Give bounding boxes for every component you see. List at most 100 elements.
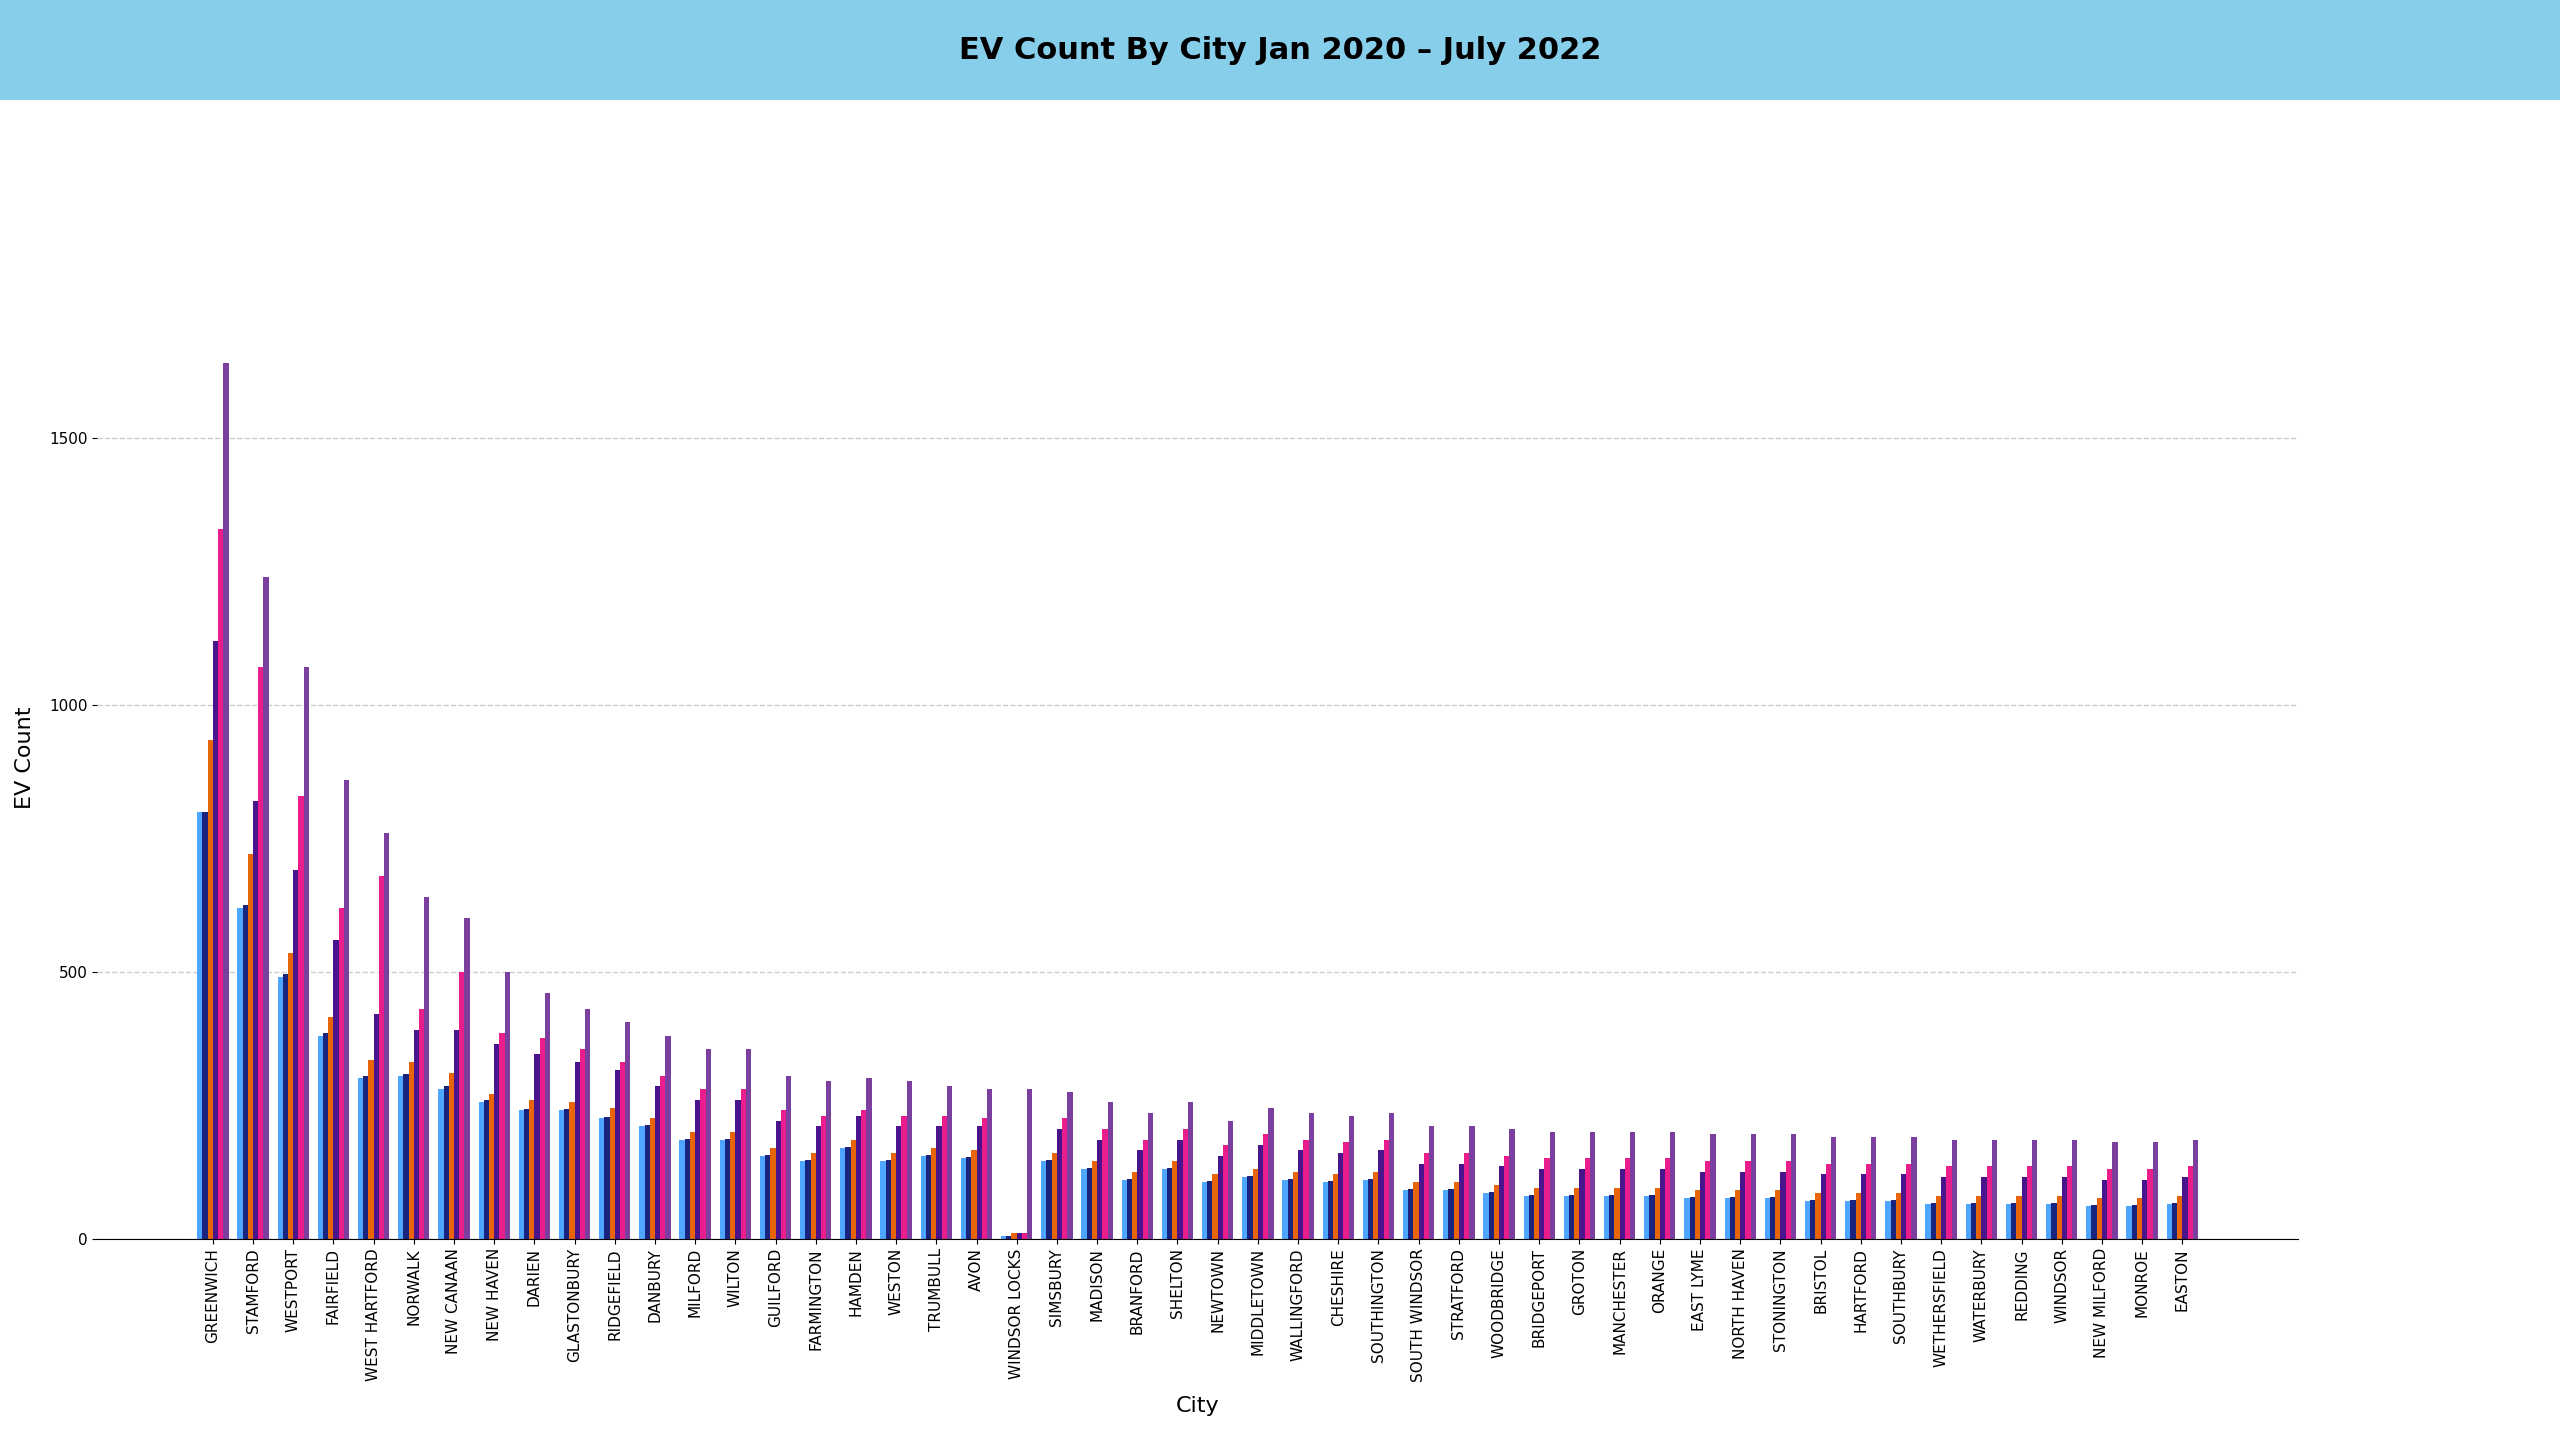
Bar [1344, 1142, 1349, 1238]
Bar [1334, 1175, 1339, 1238]
Bar [1981, 1178, 1987, 1238]
Bar [463, 919, 468, 1238]
Y-axis label: EV Count: EV Count [15, 707, 36, 810]
Bar [840, 1148, 845, 1238]
Bar [1951, 1139, 1956, 1238]
Legend: Count Jan 2020, Count July 2020, Count Jan 2021, Count July 2021, Count Jan 2022: Count Jan 2020, Count July 2020, Count J… [1211, 9, 2550, 41]
Bar [259, 667, 264, 1238]
Bar [1428, 1126, 1434, 1238]
Bar [1459, 1163, 1464, 1238]
Bar [2045, 1203, 2051, 1238]
Bar [1093, 1161, 1098, 1238]
Bar [1615, 1188, 1620, 1238]
Bar [701, 1089, 707, 1238]
Bar [1142, 1139, 1147, 1238]
Bar [300, 796, 305, 1238]
Bar [1871, 1138, 1876, 1238]
Bar [333, 940, 338, 1238]
Bar [410, 1062, 415, 1238]
Bar [1362, 1179, 1367, 1238]
Bar [1147, 1113, 1152, 1238]
Bar [1403, 1191, 1408, 1238]
Bar [2012, 1203, 2017, 1238]
Bar [604, 1116, 609, 1238]
Bar [896, 1126, 901, 1238]
Bar [1897, 1193, 1902, 1238]
Bar [2097, 1199, 2102, 1238]
Bar [276, 977, 282, 1238]
Bar [1664, 1159, 1669, 1238]
Bar [1495, 1185, 1500, 1238]
Bar [420, 1009, 425, 1238]
Bar [1528, 1195, 1533, 1238]
Bar [1884, 1201, 1889, 1238]
Bar [1580, 1169, 1585, 1238]
Bar [253, 801, 259, 1238]
Bar [1925, 1203, 1930, 1238]
Bar [2166, 1203, 2171, 1238]
Bar [1787, 1161, 1792, 1238]
Bar [1907, 1163, 1912, 1238]
Bar [243, 904, 248, 1238]
Bar [2181, 1178, 2189, 1238]
Bar [812, 1153, 817, 1238]
Bar [1247, 1176, 1252, 1238]
Bar [2028, 1166, 2033, 1238]
Bar [2189, 1166, 2194, 1238]
Bar [294, 870, 300, 1238]
Bar [1940, 1178, 1946, 1238]
Bar [1469, 1126, 1475, 1238]
Bar [579, 1049, 586, 1238]
Bar [827, 1080, 832, 1238]
Bar [1700, 1172, 1705, 1238]
Bar [965, 1158, 970, 1238]
Bar [922, 1156, 927, 1238]
Bar [364, 1076, 369, 1238]
Bar [1966, 1203, 1971, 1238]
Bar [1731, 1198, 1736, 1238]
Bar [645, 1125, 650, 1238]
Bar [975, 1126, 980, 1238]
Bar [1390, 1113, 1395, 1238]
Bar [1132, 1172, 1137, 1238]
Text: EV Count By City Jan 2020 – July 2022: EV Count By City Jan 2020 – July 2022 [960, 36, 1600, 64]
Bar [1644, 1196, 1649, 1238]
Bar [1162, 1169, 1167, 1238]
Bar [988, 1089, 993, 1238]
Bar [1408, 1189, 1413, 1238]
Bar [1137, 1151, 1142, 1238]
Bar [937, 1126, 942, 1238]
Bar [1649, 1195, 1654, 1238]
Bar [1769, 1198, 1774, 1238]
Bar [865, 1079, 870, 1238]
Bar [323, 1033, 328, 1238]
Bar [1382, 1139, 1390, 1238]
Bar [1454, 1182, 1459, 1238]
Bar [1585, 1159, 1590, 1238]
Bar [1866, 1163, 1871, 1238]
Bar [218, 528, 223, 1238]
Bar [197, 811, 202, 1238]
Bar [525, 1109, 530, 1238]
Bar [1631, 1132, 1636, 1238]
Bar [282, 975, 287, 1238]
Bar [786, 1076, 791, 1238]
Bar [458, 972, 463, 1238]
Bar [438, 1089, 443, 1238]
Bar [1690, 1198, 1695, 1238]
Bar [891, 1153, 896, 1238]
Bar [1779, 1172, 1787, 1238]
Bar [223, 363, 228, 1238]
Bar [1042, 1161, 1047, 1238]
Bar [535, 1055, 540, 1238]
Bar [2086, 1206, 2092, 1238]
Bar [1825, 1163, 1830, 1238]
Bar [1741, 1172, 1746, 1238]
Bar [1242, 1178, 1247, 1238]
Bar [207, 740, 212, 1238]
Bar [1068, 1092, 1073, 1238]
Bar [2148, 1169, 2153, 1238]
Bar [1815, 1193, 1820, 1238]
Bar [1449, 1189, 1454, 1238]
Bar [1377, 1151, 1382, 1238]
